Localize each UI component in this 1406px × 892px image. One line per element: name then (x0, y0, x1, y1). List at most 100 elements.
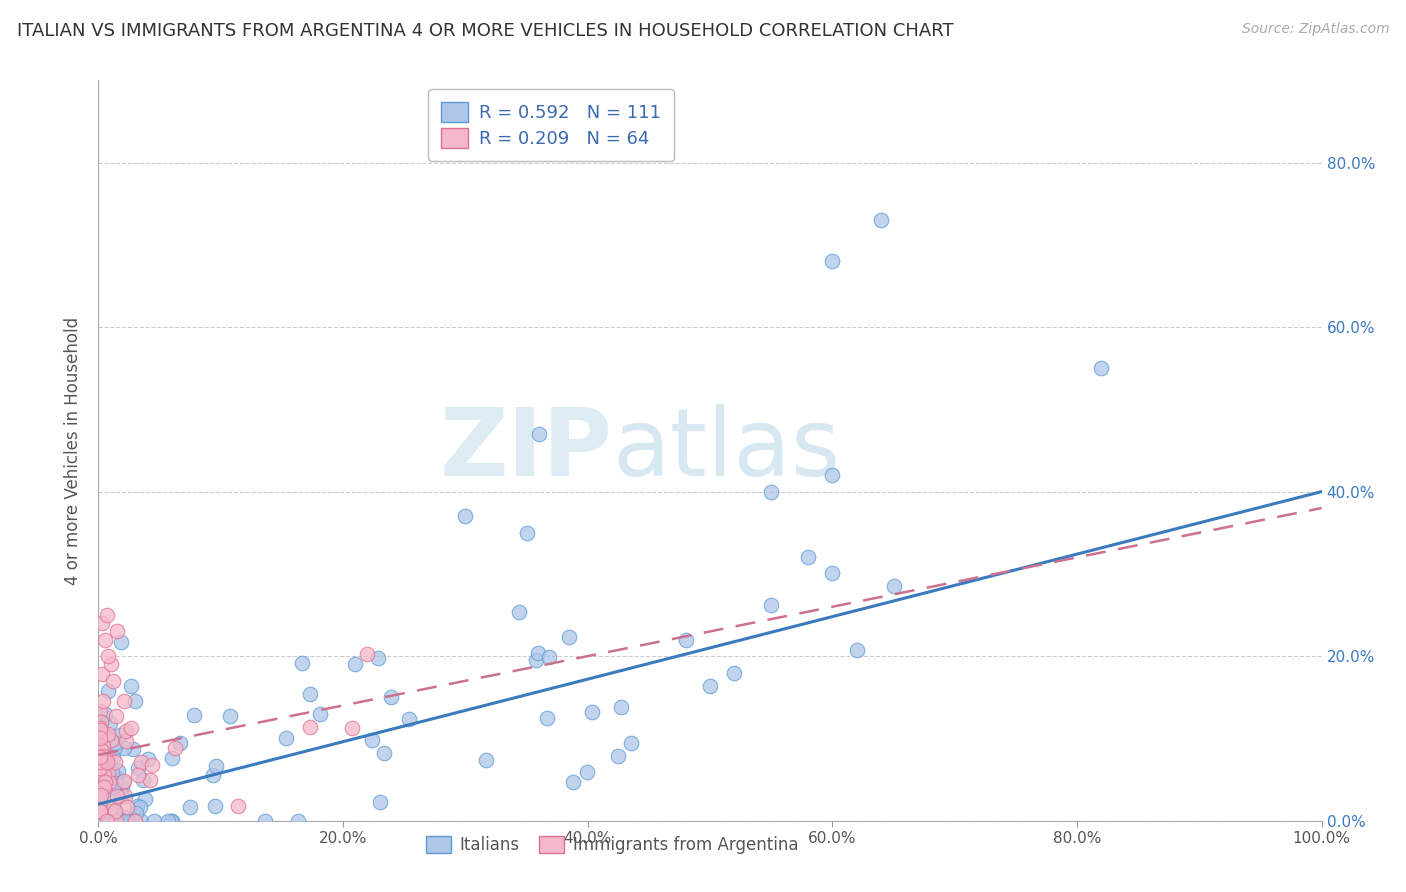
Point (134, 792, 156, 806)
Point (204, 799, 226, 814)
Legend: Italians, Immigrants from Argentina: Italians, Immigrants from Argentina (419, 829, 806, 861)
Point (107, 764, 129, 779)
Point (100, 733, 122, 747)
Point (107, 814, 129, 828)
Point (183, 707, 205, 722)
Point (527, 427, 550, 442)
Text: ZIP: ZIP (439, 404, 612, 497)
Point (110, 789, 132, 804)
Point (165, 740, 187, 755)
Point (103, 755, 125, 769)
Point (821, 468, 844, 483)
Point (141, 757, 163, 772)
Point (89, 731, 111, 746)
Point (96, 755, 118, 769)
Point (101, 814, 124, 828)
Point (287, 814, 309, 828)
Point (373, 746, 395, 760)
Point (90, 788, 112, 802)
Point (93, 780, 115, 794)
Point (127, 768, 149, 782)
Point (115, 734, 138, 748)
Point (103, 804, 125, 818)
Point (524, 653, 547, 667)
Point (699, 679, 721, 693)
Point (179, 800, 201, 814)
Point (100, 657, 122, 672)
Point (125, 806, 148, 821)
Point (160, 814, 183, 828)
Point (101, 673, 124, 688)
Point (120, 679, 142, 693)
Point (575, 764, 598, 779)
Point (93, 707, 115, 722)
Point (89, 804, 111, 818)
Point (104, 814, 127, 828)
Point (101, 750, 124, 764)
Point (96, 814, 118, 828)
Point (127, 761, 149, 775)
Point (169, 736, 191, 750)
Point (97, 774, 120, 789)
Point (115, 814, 138, 828)
Y-axis label: 4 or more Vehicles in Household: 4 or more Vehicles in Household (65, 317, 83, 584)
Point (1090, 361, 1112, 376)
Point (561, 775, 583, 789)
Point (104, 736, 127, 750)
Point (108, 814, 131, 828)
Point (89, 750, 111, 764)
Point (129, 756, 152, 770)
Point (136, 752, 159, 766)
Point (274, 731, 297, 746)
Point (97, 814, 120, 828)
Point (108, 728, 131, 742)
Point (89, 722, 111, 736)
Point (607, 748, 630, 763)
Point (128, 800, 150, 814)
Point (112, 774, 135, 789)
Point (112, 740, 135, 755)
Point (101, 765, 124, 780)
Point (89, 804, 111, 818)
Point (356, 648, 378, 662)
Point (139, 772, 162, 787)
Point (537, 650, 560, 665)
Point (98, 814, 121, 828)
Point (96, 814, 118, 828)
Point (124, 694, 146, 708)
Point (581, 705, 603, 719)
Point (91, 739, 114, 753)
Point (761, 484, 783, 499)
Point (536, 711, 558, 725)
Point (91, 779, 114, 793)
Point (761, 599, 783, 613)
Point (160, 750, 183, 764)
Point (89, 814, 111, 828)
Point (870, 213, 893, 227)
Point (98, 800, 121, 814)
Point (558, 630, 581, 644)
Point (121, 814, 143, 828)
Point (104, 805, 127, 819)
Point (110, 635, 132, 649)
Point (108, 814, 131, 828)
Point (93, 727, 115, 741)
Point (97, 750, 120, 764)
Point (89, 814, 111, 828)
Point (723, 665, 745, 680)
Point (90, 714, 112, 728)
Point (124, 814, 146, 828)
Point (93, 694, 115, 708)
Point (361, 732, 384, 747)
Point (104, 709, 127, 723)
Point (675, 632, 697, 647)
Point (398, 712, 420, 726)
Text: ITALIAN VS IMMIGRANTS FROM ARGENTINA 4 OR MORE VEHICLES IN HOUSEHOLD CORRELATION: ITALIAN VS IMMIGRANTS FROM ARGENTINA 4 O… (17, 22, 953, 40)
Point (380, 690, 402, 705)
Point (127, 799, 149, 814)
Point (105, 789, 128, 803)
Point (97, 791, 120, 805)
Point (91, 774, 114, 789)
Point (821, 254, 844, 268)
Point (291, 656, 314, 670)
